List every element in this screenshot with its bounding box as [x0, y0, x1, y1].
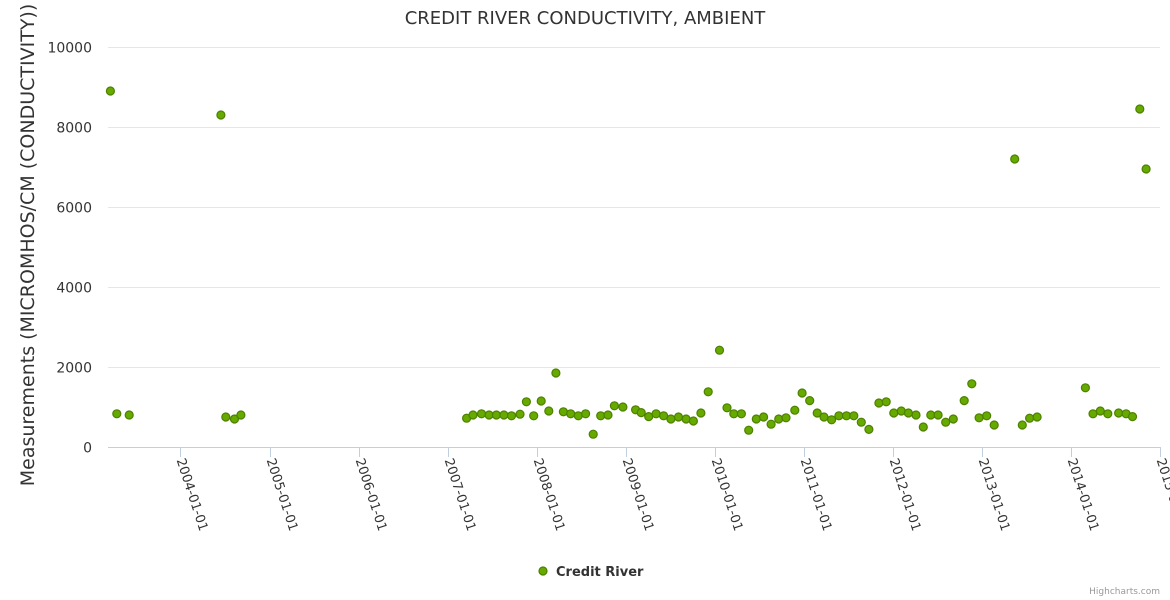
- data-point: [1127, 412, 1138, 422]
- data-point: [236, 410, 246, 420]
- data-point: [1135, 104, 1145, 114]
- data-point: [849, 411, 859, 421]
- y-tick-label: 6000: [56, 201, 92, 217]
- data-point: [703, 387, 713, 397]
- data-point: [744, 425, 754, 435]
- data-point: [468, 410, 478, 420]
- legend-marker: [538, 566, 548, 576]
- data-point: [1024, 413, 1035, 423]
- data-point: [544, 406, 554, 416]
- y-axis-label: Measurements (MICROMHOS/CM (CONDUCTIVITY…: [17, 4, 39, 487]
- data-point: [826, 415, 837, 425]
- data-point: [714, 345, 725, 355]
- y-tick-label: 10000: [47, 41, 92, 57]
- gridlines: [108, 47, 1160, 368]
- data-point: [603, 410, 613, 420]
- data-point: [529, 411, 539, 421]
- data-point: [506, 411, 517, 421]
- data-point: [476, 409, 487, 419]
- data-point: [1032, 412, 1042, 422]
- data-point: [805, 396, 815, 406]
- legend-label: Credit River: [556, 565, 644, 580]
- data-point: [651, 409, 661, 419]
- data-point: [229, 414, 240, 424]
- data-point: [812, 408, 822, 418]
- data-point: [499, 410, 509, 420]
- data-point: [105, 86, 116, 96]
- data-point: [758, 412, 769, 422]
- data-point: [874, 398, 884, 408]
- data-point: [959, 396, 969, 406]
- data-point: [797, 388, 807, 398]
- data-point: [881, 397, 891, 407]
- data-point: [696, 408, 706, 418]
- data-point: [636, 408, 646, 418]
- data-point: [989, 420, 999, 430]
- data-point: [1103, 409, 1113, 419]
- data-point: [1141, 164, 1151, 174]
- data-point: [933, 410, 943, 420]
- data-point: [781, 413, 791, 423]
- data-point: [609, 401, 620, 411]
- legend[interactable]: Credit River: [538, 565, 644, 580]
- y-tick-label: 8000: [56, 121, 92, 137]
- y-tick-label: 4000: [56, 281, 92, 297]
- data-point: [736, 409, 747, 419]
- data-point: [580, 409, 591, 419]
- data-point: [1095, 406, 1105, 416]
- data-point: [688, 416, 699, 426]
- data-point: [774, 414, 784, 424]
- data-point: [521, 397, 532, 407]
- data-point: [974, 413, 984, 423]
- data-point: [112, 409, 122, 419]
- data-point: [673, 412, 684, 422]
- data-point: [911, 410, 921, 420]
- data-point: [918, 422, 928, 432]
- data-point: [536, 396, 546, 406]
- data-point: [588, 429, 598, 439]
- data-point: [819, 412, 829, 422]
- data-point: [982, 411, 992, 421]
- data-point: [941, 417, 951, 427]
- data-point: [967, 379, 977, 389]
- data-point: [948, 414, 958, 424]
- data-point: [618, 402, 628, 412]
- data-point: [722, 403, 732, 413]
- data-points: [105, 86, 1151, 439]
- data-point: [790, 405, 800, 415]
- data-point: [551, 368, 561, 378]
- data-point: [666, 414, 676, 424]
- data-point: [124, 410, 134, 420]
- data-point: [834, 411, 844, 421]
- data-point: [1080, 383, 1091, 393]
- data-point: [221, 412, 231, 422]
- data-point: [1017, 420, 1027, 430]
- data-point: [491, 410, 501, 420]
- data-point: [729, 409, 739, 419]
- data-point: [1010, 154, 1020, 164]
- credits-link[interactable]: Highcharts.com: [1089, 587, 1160, 597]
- data-point: [216, 110, 226, 120]
- y-axis-ticks: 0 2000 4000 6000 8000 10000: [47, 41, 92, 457]
- y-tick-label: 2000: [56, 361, 92, 377]
- data-point: [1113, 408, 1124, 418]
- data-point: [766, 419, 776, 429]
- data-point: [903, 408, 914, 418]
- data-point: [566, 409, 576, 419]
- data-point: [889, 408, 899, 418]
- data-point: [856, 417, 866, 427]
- chart-title: CREDIT RIVER CONDUCTIVITY, AMBIENT: [405, 8, 767, 29]
- data-point: [864, 424, 874, 434]
- y-tick-label: 0: [83, 441, 92, 457]
- data-point: [515, 409, 525, 419]
